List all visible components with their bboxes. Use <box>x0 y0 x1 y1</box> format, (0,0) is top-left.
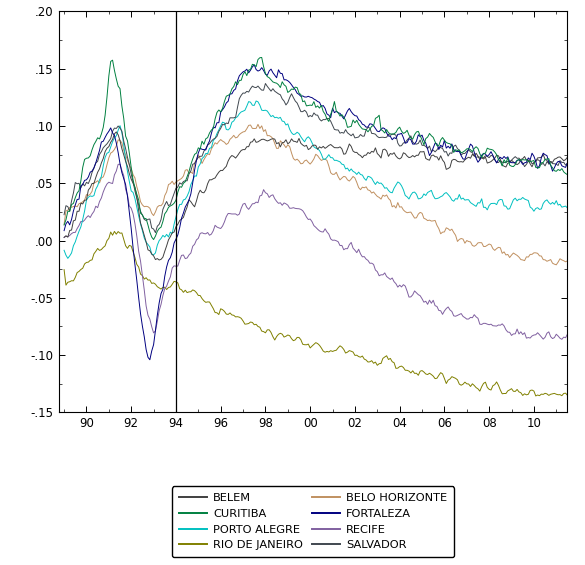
Legend: BELEM, CURITIBA, PORTO ALEGRE, RIO DE JANEIRO, BELO HORIZONTE, FORTALEZA, RECIFE: BELEM, CURITIBA, PORTO ALEGRE, RIO DE JA… <box>172 486 454 557</box>
